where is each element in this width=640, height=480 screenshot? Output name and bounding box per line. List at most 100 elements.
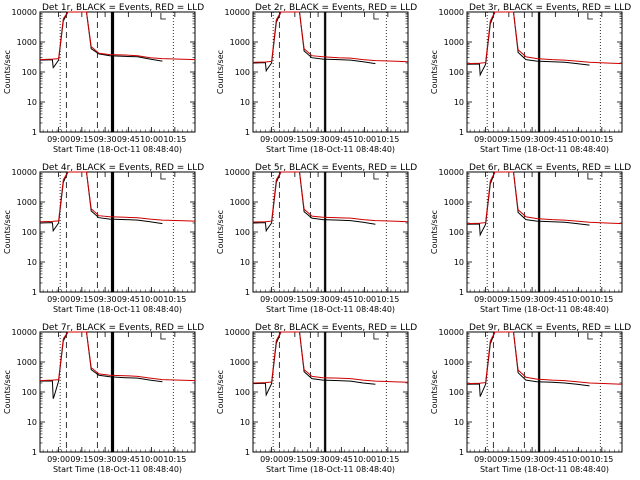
- y-axis-label: Counts/sec: [430, 370, 439, 414]
- y-tick-label: 10: [240, 98, 250, 107]
- y-tick-label: 10: [27, 98, 37, 107]
- x-tick-label: 09:00: [260, 135, 283, 144]
- y-tick-label: 10000: [225, 328, 250, 337]
- chart-panel: Det 1r, BLACK = Events, RED = LLD 1 10 100 1…: [3, 3, 204, 154]
- bracket-mark: [373, 13, 379, 20]
- x-tick-label: 09:15: [497, 455, 520, 464]
- y-axis-label: Counts/sec: [3, 50, 12, 94]
- y-tick-label: 1000: [17, 198, 37, 207]
- series-line-lld: [252, 11, 409, 63]
- y-tick-label: 1: [32, 448, 37, 457]
- bracket-mark: [160, 173, 166, 180]
- x-tick-label: 09:15: [70, 135, 93, 144]
- plot-frame: [466, 171, 623, 293]
- x-tick-label: 09:45: [117, 135, 140, 144]
- y-tick-label: 1: [459, 128, 464, 137]
- x-axis-label: Start Time (18-Oct-11 08:48:40): [266, 465, 395, 474]
- series-line-lld: [466, 171, 623, 225]
- bracket-mark: [160, 13, 166, 20]
- series-line-lld: [39, 331, 196, 382]
- bracket-mark: [160, 333, 166, 340]
- bracket-mark: [587, 173, 593, 180]
- series-line-events: [252, 11, 376, 73]
- y-tick-label: 10000: [12, 168, 37, 177]
- chart-title: Det 5r, BLACK = Events, RED = LLD: [255, 163, 417, 173]
- y-axis-label: Counts/sec: [3, 210, 12, 254]
- x-tick-label: 09:00: [47, 455, 70, 464]
- y-tick-label: 10000: [225, 168, 250, 177]
- y-tick-label: 100: [22, 228, 37, 237]
- x-tick-label: 10:00: [353, 295, 376, 304]
- x-tick-label: 10:15: [163, 135, 186, 144]
- y-tick-label: 10000: [12, 328, 37, 337]
- x-tick-label: 09:00: [474, 295, 497, 304]
- plot-frame: [39, 331, 196, 453]
- x-tick-label: 09:30: [94, 295, 117, 304]
- x-tick-label: 10:00: [567, 295, 590, 304]
- series-line-lld: [39, 11, 196, 61]
- x-tick-label: 10:00: [140, 455, 163, 464]
- y-tick-label: 100: [235, 228, 250, 237]
- x-tick-label: 09:00: [47, 135, 70, 144]
- x-axis-label: Start Time (18-Oct-11 08:48:40): [53, 145, 182, 154]
- x-tick-label: 10:15: [163, 295, 186, 304]
- x-tick-label: 09:30: [307, 135, 330, 144]
- x-tick-label: 09:00: [260, 455, 283, 464]
- x-tick-label: 09:15: [70, 295, 93, 304]
- x-tick-label: 09:15: [497, 135, 520, 144]
- x-tick-label: 10:15: [376, 455, 399, 464]
- y-tick-label: 100: [449, 228, 464, 237]
- x-tick-label: 09:15: [283, 295, 306, 304]
- y-tick-label: 100: [449, 388, 464, 397]
- plot-frame: [252, 171, 409, 293]
- y-tick-label: 10: [27, 258, 37, 267]
- series-line-lld: [252, 331, 409, 384]
- y-tick-label: 1000: [230, 38, 250, 47]
- chart-title: Det 9r, BLACK = Events, RED = LLD: [469, 323, 631, 333]
- x-tick-label: 10:15: [590, 455, 613, 464]
- y-tick-label: 10: [454, 418, 464, 427]
- x-tick-label: 09:45: [544, 455, 567, 464]
- y-tick-label: 100: [235, 68, 250, 77]
- x-axis-label: Start Time (18-Oct-11 08:48:40): [53, 465, 182, 474]
- plot-frame: [466, 11, 623, 133]
- series-line-lld: [39, 171, 196, 223]
- x-tick-label: 10:15: [163, 455, 186, 464]
- x-tick-label: 09:45: [544, 135, 567, 144]
- series-line-events: [466, 171, 590, 237]
- chart-title: Det 4r, BLACK = Events, RED = LLD: [42, 163, 204, 173]
- x-tick-label: 09:00: [47, 295, 70, 304]
- bracket-mark: [373, 173, 379, 180]
- x-axis-label: Start Time (18-Oct-11 08:48:40): [480, 465, 609, 474]
- x-tick-label: 09:15: [497, 295, 520, 304]
- x-axis-label: Start Time (18-Oct-11 08:48:40): [53, 305, 182, 314]
- chart-title: Det 7r, BLACK = Events, RED = LLD: [42, 323, 204, 333]
- y-axis-label: Counts/sec: [430, 210, 439, 254]
- x-tick-label: 10:00: [140, 295, 163, 304]
- chart-panel: Det 8r, BLACK = Events, RED = LLD 1 10 100 1…: [216, 323, 417, 474]
- x-tick-label: 10:00: [567, 135, 590, 144]
- x-tick-label: 09:45: [544, 295, 567, 304]
- y-tick-label: 1000: [444, 38, 464, 47]
- x-tick-label: 10:00: [567, 455, 590, 464]
- y-tick-label: 10: [454, 98, 464, 107]
- bracket-mark: [587, 13, 593, 20]
- x-tick-label: 09:30: [521, 135, 544, 144]
- plot-frame: [252, 11, 409, 133]
- y-axis-label: Counts/sec: [216, 370, 225, 414]
- x-axis-label: Start Time (18-Oct-11 08:48:40): [266, 305, 395, 314]
- series-line-events: [466, 11, 590, 77]
- y-axis-label: Counts/sec: [216, 210, 225, 254]
- x-tick-label: 10:00: [140, 135, 163, 144]
- x-tick-label: 09:30: [521, 295, 544, 304]
- x-tick-label: 09:00: [474, 455, 497, 464]
- chart-title: Det 8r, BLACK = Events, RED = LLD: [255, 323, 417, 333]
- y-axis-label: Counts/sec: [430, 50, 439, 94]
- x-tick-label: 09:30: [94, 135, 117, 144]
- x-axis-label: Start Time (18-Oct-11 08:48:40): [480, 305, 609, 314]
- x-tick-label: 09:45: [330, 135, 353, 144]
- chart-title: Det 1r, BLACK = Events, RED = LLD: [42, 3, 204, 13]
- series-line-events: [252, 171, 376, 233]
- chart-panel: Det 4r, BLACK = Events, RED = LLD 1 10 100 1…: [3, 163, 204, 314]
